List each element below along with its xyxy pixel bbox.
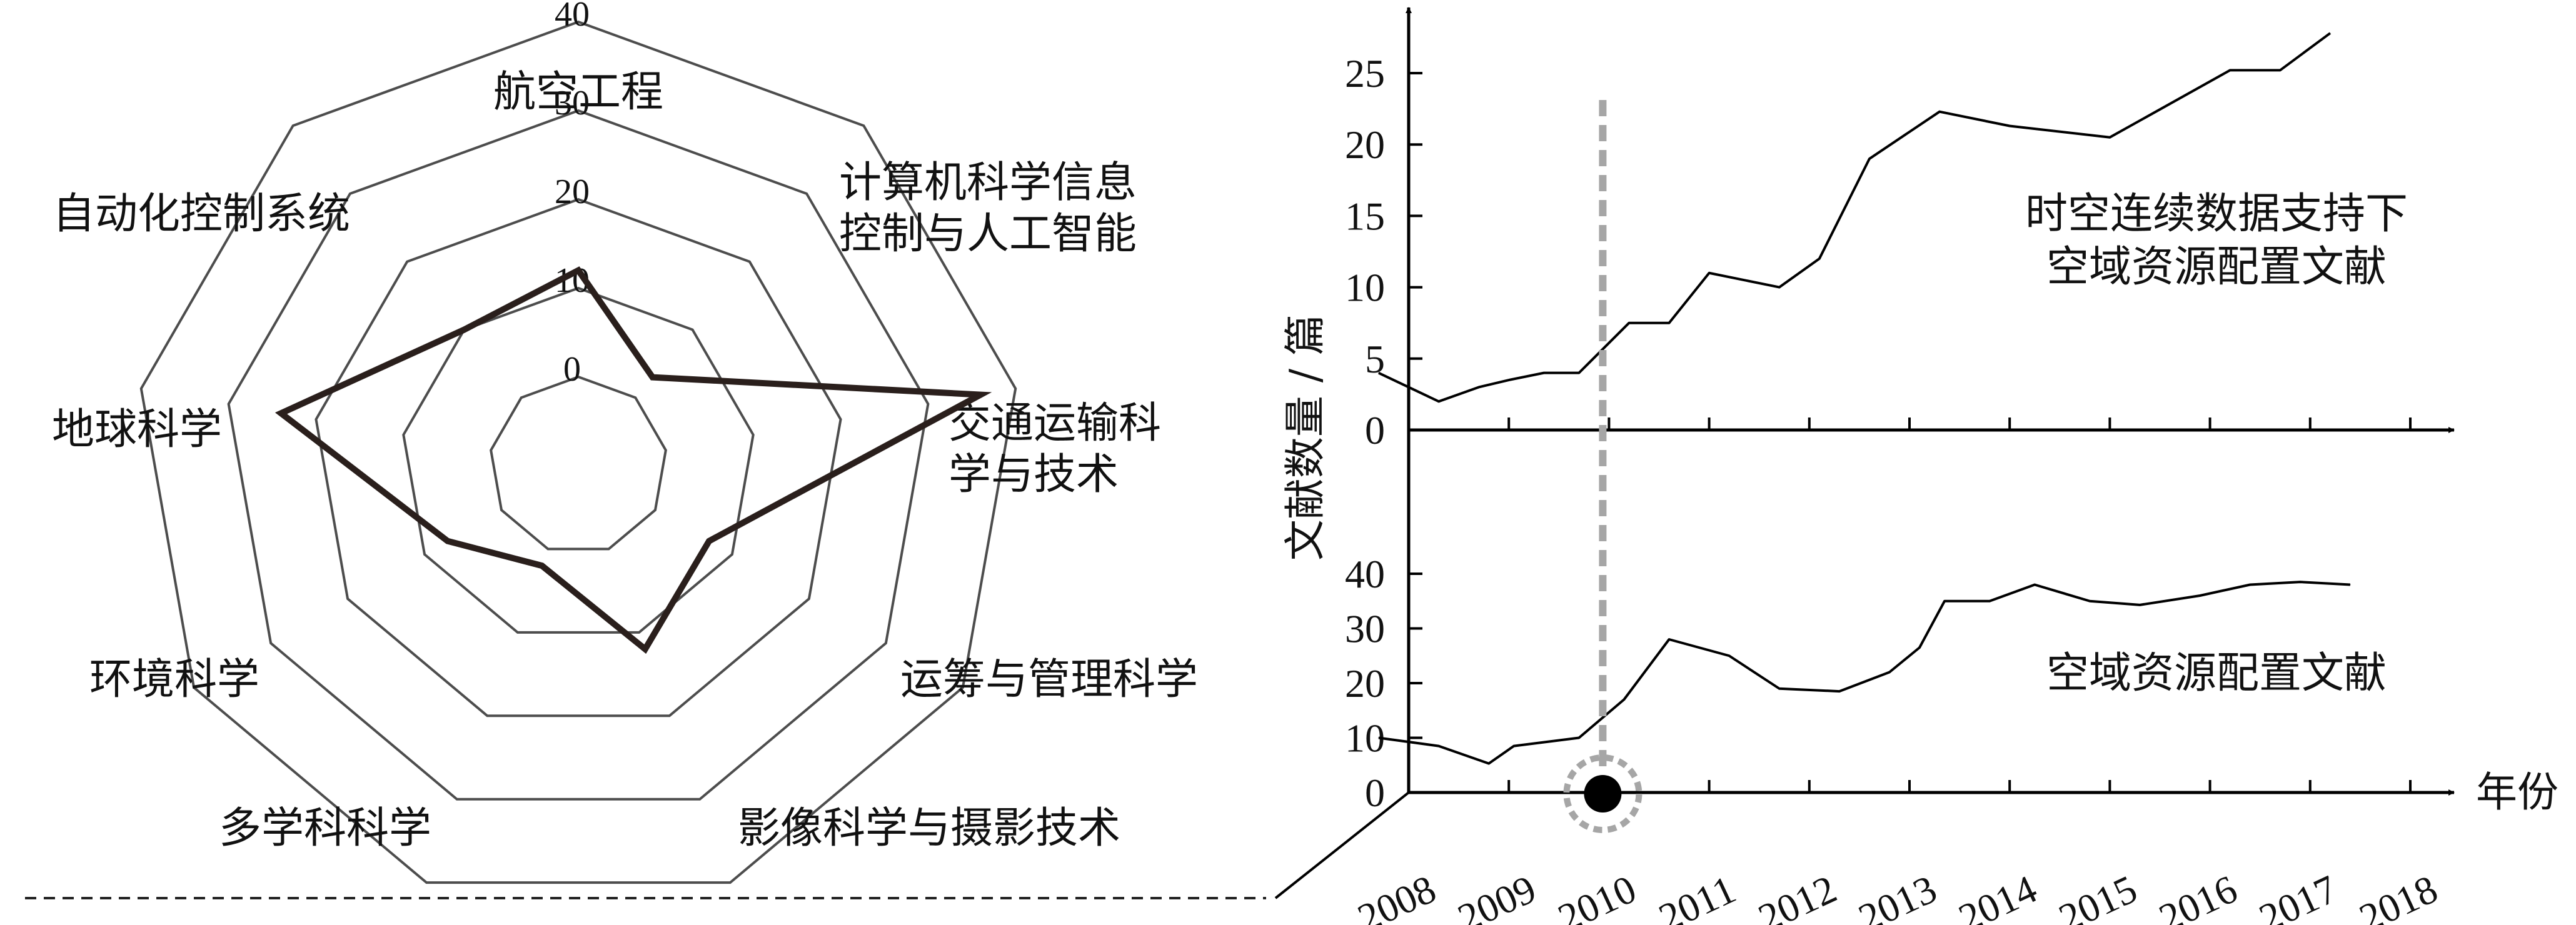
radar-axis-label: 地球科学 <box>52 405 222 454</box>
series-line-0 <box>1378 32 2332 403</box>
line-chart-axes <box>1274 7 2455 899</box>
x-tick-label: 2015 <box>2052 866 2143 925</box>
radar-axis-label: 自动化控制系统 <box>53 189 350 239</box>
axis-diagonal <box>1274 791 1410 899</box>
series-name: 空域资源配置文献 <box>2046 242 2387 292</box>
radar-ring-10 <box>402 286 755 634</box>
radar-series <box>274 266 992 654</box>
x-tick-label: 2018 <box>2353 866 2444 925</box>
x-tick-label: 2011 <box>1653 867 1743 925</box>
series-name: 空域资源配置文献 <box>2046 649 2387 698</box>
radar-axis-label: 学与技术 <box>948 450 1119 499</box>
y-tick-label: 20 <box>1345 661 1385 706</box>
x-tick-label: 2014 <box>1952 866 2043 925</box>
radar-series-line <box>274 266 992 654</box>
radar-ring-label: 40 <box>555 0 590 34</box>
y-tick-label: 15 <box>1345 194 1385 238</box>
radar-ring-label: 0 <box>563 350 581 389</box>
radar-axis-label: 环境科学 <box>89 655 259 704</box>
year-marker-dot <box>1584 775 1622 812</box>
x-tick-label: 2012 <box>1752 866 1843 925</box>
x-tick-label: 2016 <box>2153 866 2244 925</box>
series-point-0 <box>1378 372 1379 374</box>
y-tick-label: 25 <box>1345 51 1385 96</box>
radar-ring-30 <box>227 109 930 801</box>
radar-point <box>652 377 653 378</box>
radar-point <box>463 329 465 330</box>
radar-ring-20 <box>314 198 842 718</box>
radar-ring-label: 30 <box>555 84 590 122</box>
x-tick-label: 2017 <box>2253 866 2344 925</box>
y-tick-label: 0 <box>1365 408 1385 452</box>
x-axis-label: 年份 <box>2476 768 2558 816</box>
year-marker <box>1563 100 1643 833</box>
year-marker-ring <box>1563 754 1643 833</box>
y-axis-label: 文献数量 / 篇 <box>1281 314 1329 561</box>
radar-axis-label: 控制与人工智能 <box>839 209 1137 259</box>
radar-ring-40 <box>139 20 1017 884</box>
x-tick-label: 2008 <box>1351 866 1442 925</box>
y-tick-label: 10 <box>1345 266 1385 310</box>
series-name: 时空连续数据支持下 <box>2025 189 2408 239</box>
y-tick-label: 40 <box>1345 552 1385 596</box>
y-tick-label: 0 <box>1365 771 1385 815</box>
x-tick-label: 2009 <box>1451 866 1542 925</box>
y-tick-label: 30 <box>1345 607 1385 651</box>
radar-axis-label: 计算机科学信息 <box>839 158 1137 208</box>
radar-ring-0 <box>490 375 667 551</box>
radar-point <box>980 394 981 396</box>
radar-axis-label: 多学科科学 <box>219 804 431 853</box>
radar-axis-labels: 航空工程计算机科学信息控制与人工智能交通运输科学与技术运筹与管理科学影像科学与摄… <box>52 68 1198 853</box>
radar-axis-label: 交通运输科 <box>948 399 1161 448</box>
line-chart-series <box>1378 32 2351 765</box>
radar-axis-label: 影像科学与摄影技术 <box>738 804 1120 853</box>
radar-axis-label: 运筹与管理科学 <box>900 655 1198 704</box>
radar-rings <box>139 20 1017 884</box>
radar-axis-label: 航空工程 <box>493 68 663 117</box>
y-tick-label: 10 <box>1345 716 1385 761</box>
y-tick-label: 20 <box>1345 122 1385 167</box>
x-tick-label: 2010 <box>1551 866 1643 925</box>
radar-ring-label: 20 <box>555 172 590 211</box>
x-tick-label: 2013 <box>1852 866 1943 925</box>
radar-point <box>578 270 579 271</box>
